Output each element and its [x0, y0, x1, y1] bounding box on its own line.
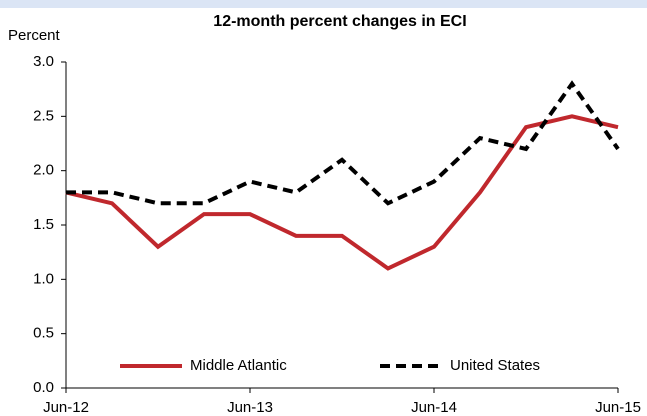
legend-label: Middle Atlantic [190, 357, 287, 374]
x-tick-label: Jun-13 [227, 399, 273, 416]
x-tick-label: Jun-15 [595, 399, 641, 416]
line-series [66, 80, 620, 206]
line-series [65, 114, 619, 271]
x-tick-label: Jun-14 [411, 399, 457, 416]
y-tick-label: 1.0 [33, 270, 54, 287]
y-tick-label: 0.5 [33, 325, 54, 342]
x-tick-label: Jun-12 [43, 399, 89, 416]
y-tick-label: 1.5 [33, 216, 54, 233]
chart-title: 12-month percent changes in ECI [213, 13, 466, 30]
y-tick-label: 0.0 [33, 379, 54, 396]
y-tick-label: 2.5 [33, 107, 54, 124]
header-strip [0, 0, 647, 8]
y-tick-label: 3.0 [33, 53, 54, 70]
legend-label: United States [450, 357, 540, 374]
y-axis-label: Percent [8, 27, 61, 44]
y-tick-label: 2.0 [33, 162, 54, 179]
